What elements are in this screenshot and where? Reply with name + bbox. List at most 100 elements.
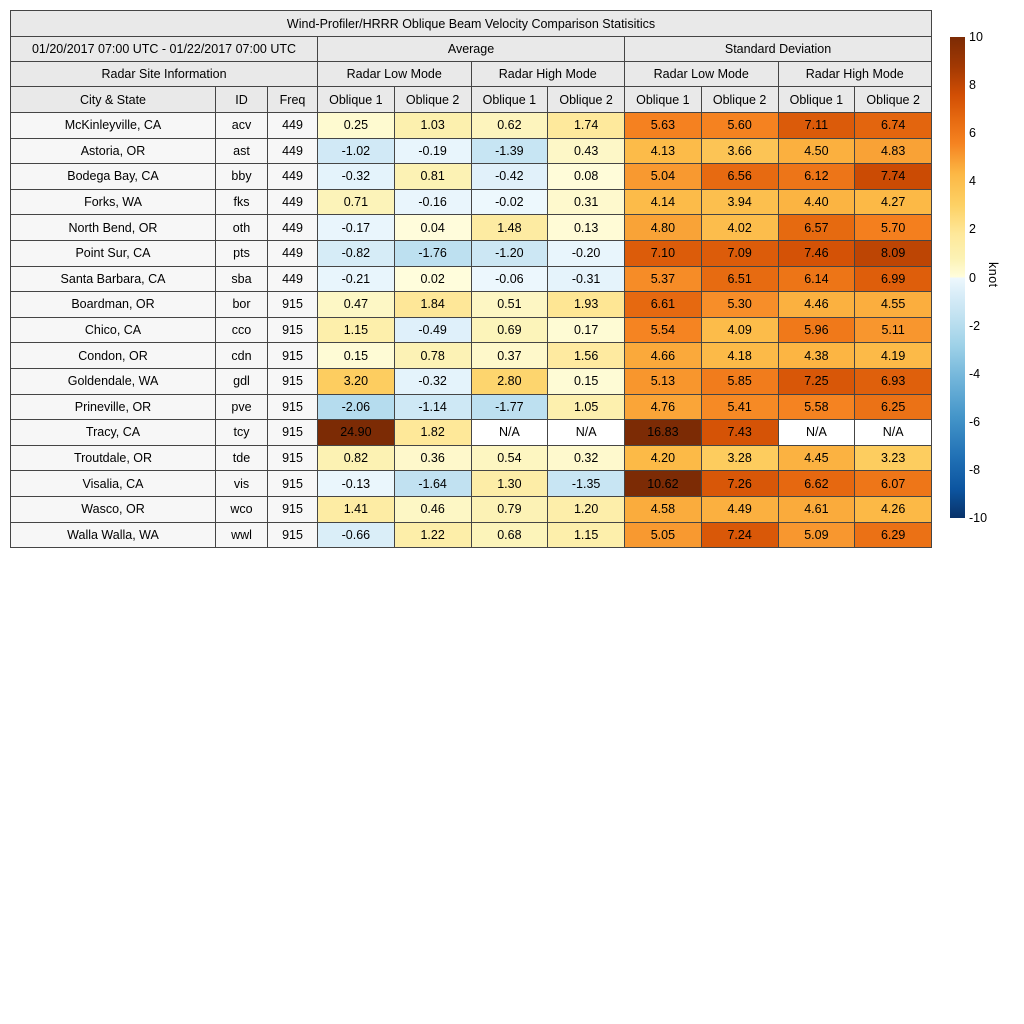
city-state-cell: Troutdale, OR <box>10 444 216 472</box>
value-cell: 7.43 <box>700 419 779 446</box>
value-cell: N/A <box>470 419 549 446</box>
value-cell: 1.93 <box>547 291 625 318</box>
value-cell: 4.14 <box>624 188 702 216</box>
value-cell: -0.21 <box>317 265 395 293</box>
value-cell: 0.37 <box>470 342 549 369</box>
value-cell: 1.20 <box>547 495 625 523</box>
city-state-cell: Walla Walla, WA <box>10 521 216 549</box>
value-cell: 0.25 <box>317 112 395 139</box>
value-cell: -1.20 <box>470 239 549 267</box>
value-cell: 7.46 <box>777 239 856 267</box>
value-cell: 0.54 <box>470 444 549 472</box>
value-cell: -0.42 <box>470 163 549 190</box>
value-cell: -0.32 <box>393 367 472 395</box>
value-cell: 7.74 <box>854 163 933 190</box>
freq-cell: 915 <box>267 495 318 523</box>
value-cell: 0.17 <box>547 316 625 344</box>
value-cell: 1.22 <box>393 521 472 549</box>
value-cell: 0.31 <box>547 188 625 216</box>
city-state-header: City & State <box>10 86 216 113</box>
value-cell: 3.20 <box>317 367 395 395</box>
group-header-stddev: Standard Deviation <box>623 36 933 62</box>
value-cell: -0.66 <box>317 521 395 549</box>
oblique2-header: Oblique 2 <box>854 86 933 113</box>
value-cell: -1.35 <box>547 470 625 497</box>
value-cell: -0.49 <box>393 316 472 344</box>
city-state-cell: Santa Barbara, CA <box>10 265 216 293</box>
value-cell: N/A <box>854 419 933 446</box>
value-cell: 6.51 <box>700 265 779 293</box>
value-cell: -1.64 <box>393 470 472 497</box>
value-cell: 4.49 <box>700 495 779 523</box>
value-cell: 1.05 <box>547 393 625 421</box>
city-state-cell: McKinleyville, CA <box>10 112 216 139</box>
freq-cell: 915 <box>267 444 318 472</box>
colorbar <box>950 37 965 518</box>
value-cell: -1.77 <box>470 393 549 421</box>
freq-cell: 915 <box>267 342 318 369</box>
site-id-cell: bor <box>215 291 268 318</box>
avg-high-mode-header: Radar High Mode <box>470 61 625 87</box>
site-id-cell: oth <box>215 214 268 241</box>
value-cell: 4.02 <box>700 214 779 241</box>
group-header-average: Average <box>317 36 625 62</box>
value-cell: 1.82 <box>393 419 472 446</box>
value-cell: 3.28 <box>700 444 779 472</box>
value-cell: 4.55 <box>854 291 933 318</box>
sd-low-mode-header: Radar Low Mode <box>624 61 779 87</box>
colorbar-tick-label: 10 <box>969 30 983 44</box>
mode-header-row: Radar Site Information Radar Low Mode Ra… <box>10 61 933 87</box>
site-id-cell: vis <box>215 470 268 497</box>
value-cell: 4.61 <box>777 495 856 523</box>
sd-high-mode-header: Radar High Mode <box>777 61 933 87</box>
oblique2-header: Oblique 2 <box>700 86 779 113</box>
value-cell: 7.09 <box>700 239 779 267</box>
value-cell: 0.82 <box>317 444 395 472</box>
city-state-cell: North Bend, OR <box>10 214 216 241</box>
value-cell: -0.31 <box>547 265 625 293</box>
value-cell: 6.99 <box>854 265 933 293</box>
avg-low-mode-header: Radar Low Mode <box>317 61 472 87</box>
table-row: Tracy, CA tcy 915 24.90 1.82 N/A N/A 16.83 7.43 N… <box>10 419 933 446</box>
value-cell: 6.56 <box>700 163 779 190</box>
city-state-cell: Wasco, OR <box>10 495 216 523</box>
value-cell: 5.85 <box>700 367 779 395</box>
table-row: Point Sur, CA pts 449 -0.82 -1.76 -1.20 -0.20 7… <box>10 239 933 267</box>
value-cell: 5.60 <box>700 112 779 139</box>
value-cell: 4.27 <box>854 188 933 216</box>
value-cell: 3.23 <box>854 444 933 472</box>
value-cell: 0.81 <box>393 163 472 190</box>
value-cell: 1.15 <box>547 521 625 549</box>
value-cell: 1.03 <box>393 112 472 139</box>
value-cell: 4.76 <box>624 393 702 421</box>
value-cell: 1.48 <box>470 214 549 241</box>
freq-cell: 449 <box>267 137 318 165</box>
colorbar-tick-label: -6 <box>969 414 981 429</box>
value-cell: 3.66 <box>700 137 779 165</box>
city-state-cell: Point Sur, CA <box>10 239 216 267</box>
value-cell: -2.06 <box>317 393 395 421</box>
value-cell: 0.02 <box>393 265 472 293</box>
value-cell: 2.80 <box>470 367 549 395</box>
table-row: Wasco, OR wco 915 1.41 0.46 0.79 1.20 4.58 4.49 4… <box>10 495 933 523</box>
value-cell: 6.14 <box>777 265 856 293</box>
city-state-cell: Prineville, OR <box>10 393 216 421</box>
colorbar-tick-label: 2 <box>969 222 976 237</box>
value-cell: 0.62 <box>470 112 549 139</box>
city-state-cell: Bodega Bay, CA <box>10 163 216 190</box>
value-cell: 16.83 <box>624 419 702 446</box>
id-header: ID <box>215 86 268 113</box>
group-header-row: 01/20/2017 07:00 UTC - 01/22/2017 07:00 … <box>10 36 933 62</box>
value-cell: 5.13 <box>624 367 702 395</box>
freq-cell: 915 <box>267 470 318 497</box>
oblique1-header: Oblique 1 <box>777 86 856 113</box>
value-cell: 0.79 <box>470 495 549 523</box>
freq-cell: 915 <box>267 367 318 395</box>
site-id-cell: tcy <box>215 419 268 446</box>
colorbar-tick-label: -4 <box>969 366 981 381</box>
value-cell: 0.15 <box>317 342 395 369</box>
value-cell: 6.12 <box>777 163 856 190</box>
city-state-cell: Chico, CA <box>10 316 216 344</box>
value-cell: 5.11 <box>854 316 933 344</box>
